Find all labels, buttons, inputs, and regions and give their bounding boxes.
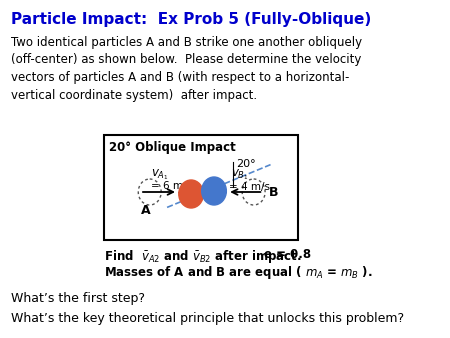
- Text: Find  $\bar{v}_{A2}$ and $\bar{v}_{B2}$ after impact.: Find $\bar{v}_{A2}$ and $\bar{v}_{B2}$ a…: [104, 248, 302, 265]
- Circle shape: [202, 177, 226, 205]
- Text: What’s the first step?: What’s the first step?: [10, 292, 144, 305]
- Bar: [104, 135, 298, 240]
- Text: 20° Oblique Impact: 20° Oblique Impact: [109, 141, 236, 154]
- Text: = 6 m/s: = 6 m/s: [152, 181, 193, 191]
- Text: Particle Impact:  Ex Prob 5 (Fully-Oblique): Particle Impact: Ex Prob 5 (Fully-Obliqu…: [10, 12, 371, 27]
- Text: $v_{A_1}$: $v_{A_1}$: [152, 168, 169, 182]
- Text: Masses of A and B are equal ( $m_A$ = $m_B$ ).: Masses of A and B are equal ( $m_A$ = $m…: [104, 264, 373, 281]
- Text: What’s the key theoretical principle that unlocks this problem?: What’s the key theoretical principle tha…: [10, 312, 404, 325]
- Text: = 4 m/s: = 4 m/s: [229, 182, 270, 192]
- Text: $v_{B_1}$: $v_{B_1}$: [231, 168, 248, 182]
- Text: B: B: [269, 186, 278, 198]
- Circle shape: [179, 180, 203, 208]
- Text: Two identical particles A and B strike one another obliquely
(off-center) as sho: Two identical particles A and B strike o…: [10, 36, 362, 101]
- Text: A: A: [141, 204, 151, 217]
- Text: e = 0.8: e = 0.8: [264, 248, 311, 261]
- Text: 20°: 20°: [236, 159, 256, 169]
